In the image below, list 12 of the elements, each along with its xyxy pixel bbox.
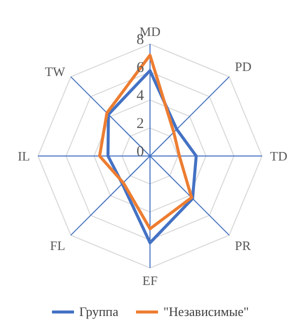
spoke-label: PR: [234, 238, 252, 254]
y-tick-label: 8: [136, 32, 144, 48]
spoke-label: IL: [18, 148, 30, 164]
y-tick-label: 2: [136, 116, 144, 132]
spoke-label: FL: [50, 238, 66, 254]
spoke-label: PD: [234, 59, 252, 74]
spoke-label: TD: [270, 148, 288, 164]
y-tick-label: 4: [136, 88, 144, 104]
spoke-label: EF: [142, 273, 158, 288]
spoke-label: TW: [44, 64, 66, 79]
legend-label: "Независимые": [162, 304, 249, 320]
legend-label: Группа: [78, 304, 118, 320]
